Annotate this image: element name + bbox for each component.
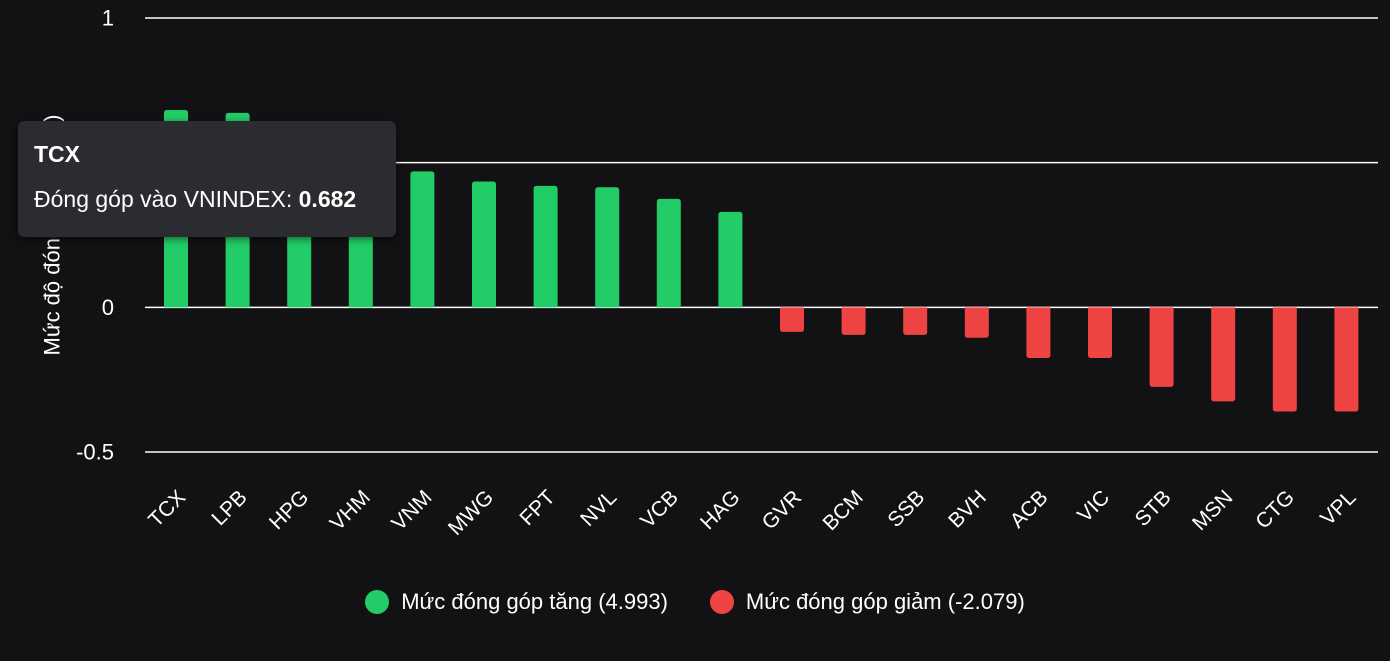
x-tick-label-acb: ACB xyxy=(1006,486,1053,533)
legend-item-decrease[interactable]: Mức đóng góp giảm (-2.079) xyxy=(709,589,1025,615)
x-tick-label-vpl: VPL xyxy=(1316,486,1360,530)
x-tick-label-ssb: SSB xyxy=(883,486,929,532)
tooltip-value: 0.682 xyxy=(298,186,357,212)
bar-vcb[interactable] xyxy=(656,198,681,308)
tooltip-title: TCX xyxy=(34,141,80,167)
bar-ctg[interactable] xyxy=(1272,307,1297,412)
x-tick-label-msn: MSN xyxy=(1188,486,1237,535)
bars xyxy=(164,110,1359,412)
bar-ssb[interactable] xyxy=(903,307,928,335)
legend-dot-increase xyxy=(365,590,390,614)
x-tick-label-ctg: CTG xyxy=(1251,486,1299,534)
x-tick-label-fpt: FPT xyxy=(515,486,559,530)
bar-mwg[interactable] xyxy=(472,181,496,308)
bar-bcm[interactable] xyxy=(841,307,866,335)
x-tick-label-nvl: NVL xyxy=(576,486,621,531)
bar-nvl[interactable] xyxy=(595,187,620,308)
x-tick-label-hpg: HPG xyxy=(265,486,313,534)
legend-item-increase[interactable]: Mức đóng góp tăng (4.993) xyxy=(365,589,668,615)
x-tick-label-lpb: LPB xyxy=(207,486,251,530)
x-tick-label-bvh: BVH xyxy=(944,486,991,533)
x-tick-label-mwg: MWG xyxy=(444,486,498,540)
x-tick-label-stb: STB xyxy=(1131,486,1176,531)
bar-vpl[interactable] xyxy=(1334,307,1359,412)
legend-dot-decrease xyxy=(709,590,734,614)
legend: Mức đóng góp tăng (4.993) Mức đóng góp g… xyxy=(0,586,1390,618)
x-tick-label-vic: VIC xyxy=(1073,486,1114,527)
x-tick-label-vhm: VHM xyxy=(326,486,375,535)
x-tick-label-gvr: GVR xyxy=(758,486,806,534)
legend-label-increase: Mức đóng góp tăng (4.993) xyxy=(401,589,668,614)
x-tick-label-tcx: TCX xyxy=(144,486,190,532)
bar-bvh[interactable] xyxy=(964,307,989,338)
tooltip-row: Đóng góp vào VNINDEX: 0.682 xyxy=(34,186,380,213)
x-tick-label-hag: HAG xyxy=(696,486,744,534)
legend-label-decrease: Mức đóng góp giảm (-2.079) xyxy=(745,589,1025,614)
x-tick-label-vnm: VNM xyxy=(387,486,436,535)
x-tick-label-vcb: VCB xyxy=(636,486,683,533)
bar-stb[interactable] xyxy=(1149,307,1174,387)
y-tick-label: -0.5 xyxy=(76,440,114,465)
tooltip: TCX Đóng góp vào VNINDEX: 0.682 xyxy=(18,121,396,237)
bar-vic[interactable] xyxy=(1088,307,1112,358)
y-tick-labels: 1 0 -0.5 xyxy=(76,6,114,465)
bar-vnm[interactable] xyxy=(410,171,435,308)
bar-hag[interactable] xyxy=(718,211,743,308)
y-tick-label: 1 xyxy=(102,6,114,31)
bar-msn[interactable] xyxy=(1211,307,1236,402)
y-tick-label: 0 xyxy=(102,295,114,320)
bar-fpt[interactable] xyxy=(533,185,558,308)
tooltip-label: Đóng góp vào VNINDEX: xyxy=(34,186,299,212)
bar-gvr[interactable] xyxy=(780,307,804,332)
bar-acb[interactable] xyxy=(1026,307,1051,358)
x-tick-labels: TCX LPB HPG VHM VNM MWG FPT NVL VCB HAG GVR BCM SSB B… xyxy=(144,486,1360,540)
x-tick-label-bcm: BCM xyxy=(818,486,867,535)
